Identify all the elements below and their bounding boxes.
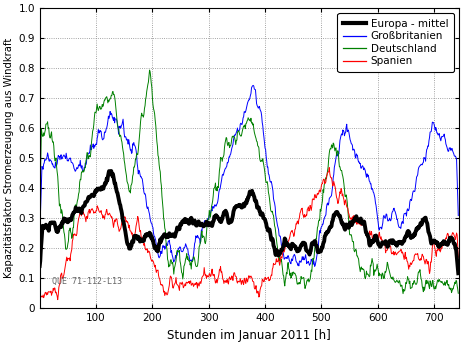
- Großbritanien: [38, 181, 44, 185]
- Deutschland: [456, 291, 461, 295]
- Text: QUE 71-112-L13: QUE 71-112-L13: [52, 277, 122, 286]
- Europa - mittel: [108, 169, 114, 173]
- Deutschland: [37, 210, 43, 215]
- Spanien: [232, 271, 237, 275]
- Europa - mittel: [95, 186, 101, 191]
- Europa - mittel: [338, 217, 343, 221]
- Spanien: [37, 300, 43, 304]
- Großbritanien: [312, 264, 318, 268]
- Europa - mittel: [37, 264, 43, 268]
- Deutschland: [216, 177, 222, 182]
- Europa - mittel: [232, 206, 238, 210]
- Europa - mittel: [38, 241, 44, 245]
- Großbritanien: [456, 213, 461, 218]
- Deutschland: [95, 109, 101, 113]
- Großbritanien: [232, 135, 237, 139]
- Europa - mittel: [216, 217, 222, 221]
- Europa - mittel: [348, 220, 353, 225]
- Spanien: [338, 191, 343, 195]
- X-axis label: Stunden im Januar 2011 [h]: Stunden im Januar 2011 [h]: [168, 329, 331, 342]
- Europa - mittel: [456, 271, 461, 275]
- Spanien: [348, 216, 353, 220]
- Line: Spanien: Spanien: [40, 167, 458, 302]
- Line: Europa - mittel: Europa - mittel: [40, 171, 458, 273]
- Legend: Europa - mittel, Großbritanien, Deutschland, Spanien: Europa - mittel, Großbritanien, Deutschl…: [338, 13, 454, 72]
- Spanien: [326, 165, 332, 170]
- Spanien: [456, 255, 461, 259]
- Deutschland: [232, 136, 238, 140]
- Deutschland: [38, 127, 44, 131]
- Spanien: [38, 294, 44, 298]
- Großbritanien: [95, 128, 101, 132]
- Großbritanien: [338, 133, 344, 137]
- Spanien: [95, 207, 101, 211]
- Deutschland: [348, 233, 353, 237]
- Großbritanien: [250, 83, 256, 88]
- Großbritanien: [215, 196, 221, 200]
- Spanien: [215, 275, 221, 279]
- Deutschland: [400, 292, 406, 296]
- Deutschland: [338, 168, 343, 172]
- Line: Großbritanien: Großbritanien: [40, 85, 458, 266]
- Y-axis label: Kapazitätsfaktor Stromerzeugung aus Windkraft: Kapazitätsfaktor Stromerzeugung aus Wind…: [4, 38, 14, 279]
- Großbritanien: [37, 233, 43, 237]
- Line: Deutschland: Deutschland: [40, 70, 458, 294]
- Großbritanien: [349, 142, 354, 146]
- Deutschland: [147, 68, 152, 72]
